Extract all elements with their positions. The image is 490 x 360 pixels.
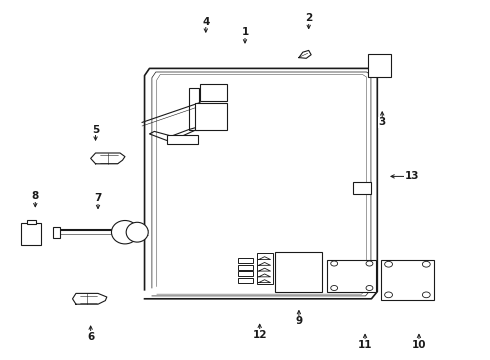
Text: 4: 4: [202, 17, 210, 27]
Bar: [238, 258, 253, 263]
Polygon shape: [91, 153, 125, 164]
Circle shape: [366, 261, 373, 266]
Text: 11: 11: [358, 340, 372, 350]
Bar: [195, 103, 227, 130]
Bar: [238, 265, 253, 270]
Circle shape: [331, 285, 338, 291]
Bar: [189, 88, 199, 130]
Text: 7: 7: [94, 193, 102, 203]
Circle shape: [366, 285, 373, 291]
Circle shape: [422, 261, 430, 267]
Text: 3: 3: [379, 117, 386, 127]
Bar: [257, 253, 273, 284]
Text: 5: 5: [92, 125, 99, 135]
Ellipse shape: [112, 220, 138, 244]
Bar: [368, 54, 391, 77]
Bar: [353, 182, 371, 194]
Text: 6: 6: [87, 332, 94, 342]
Text: 10: 10: [412, 340, 426, 350]
Polygon shape: [299, 50, 311, 58]
Bar: [238, 278, 253, 283]
Bar: [200, 84, 227, 101]
Bar: [167, 135, 198, 144]
Text: 13: 13: [404, 171, 419, 181]
Bar: [53, 227, 60, 238]
Bar: [21, 223, 41, 245]
Ellipse shape: [126, 222, 148, 242]
Polygon shape: [73, 293, 107, 304]
Circle shape: [385, 292, 392, 298]
Circle shape: [385, 261, 392, 267]
Bar: [381, 260, 434, 300]
Text: 9: 9: [295, 316, 302, 326]
Bar: [275, 252, 322, 292]
Text: 1: 1: [242, 27, 248, 37]
Text: 8: 8: [32, 191, 39, 201]
Bar: [27, 220, 36, 224]
Bar: [238, 271, 253, 276]
Text: 2: 2: [305, 13, 312, 23]
Circle shape: [331, 261, 338, 266]
Text: 12: 12: [252, 330, 267, 340]
Circle shape: [422, 292, 430, 298]
Bar: [327, 260, 376, 292]
